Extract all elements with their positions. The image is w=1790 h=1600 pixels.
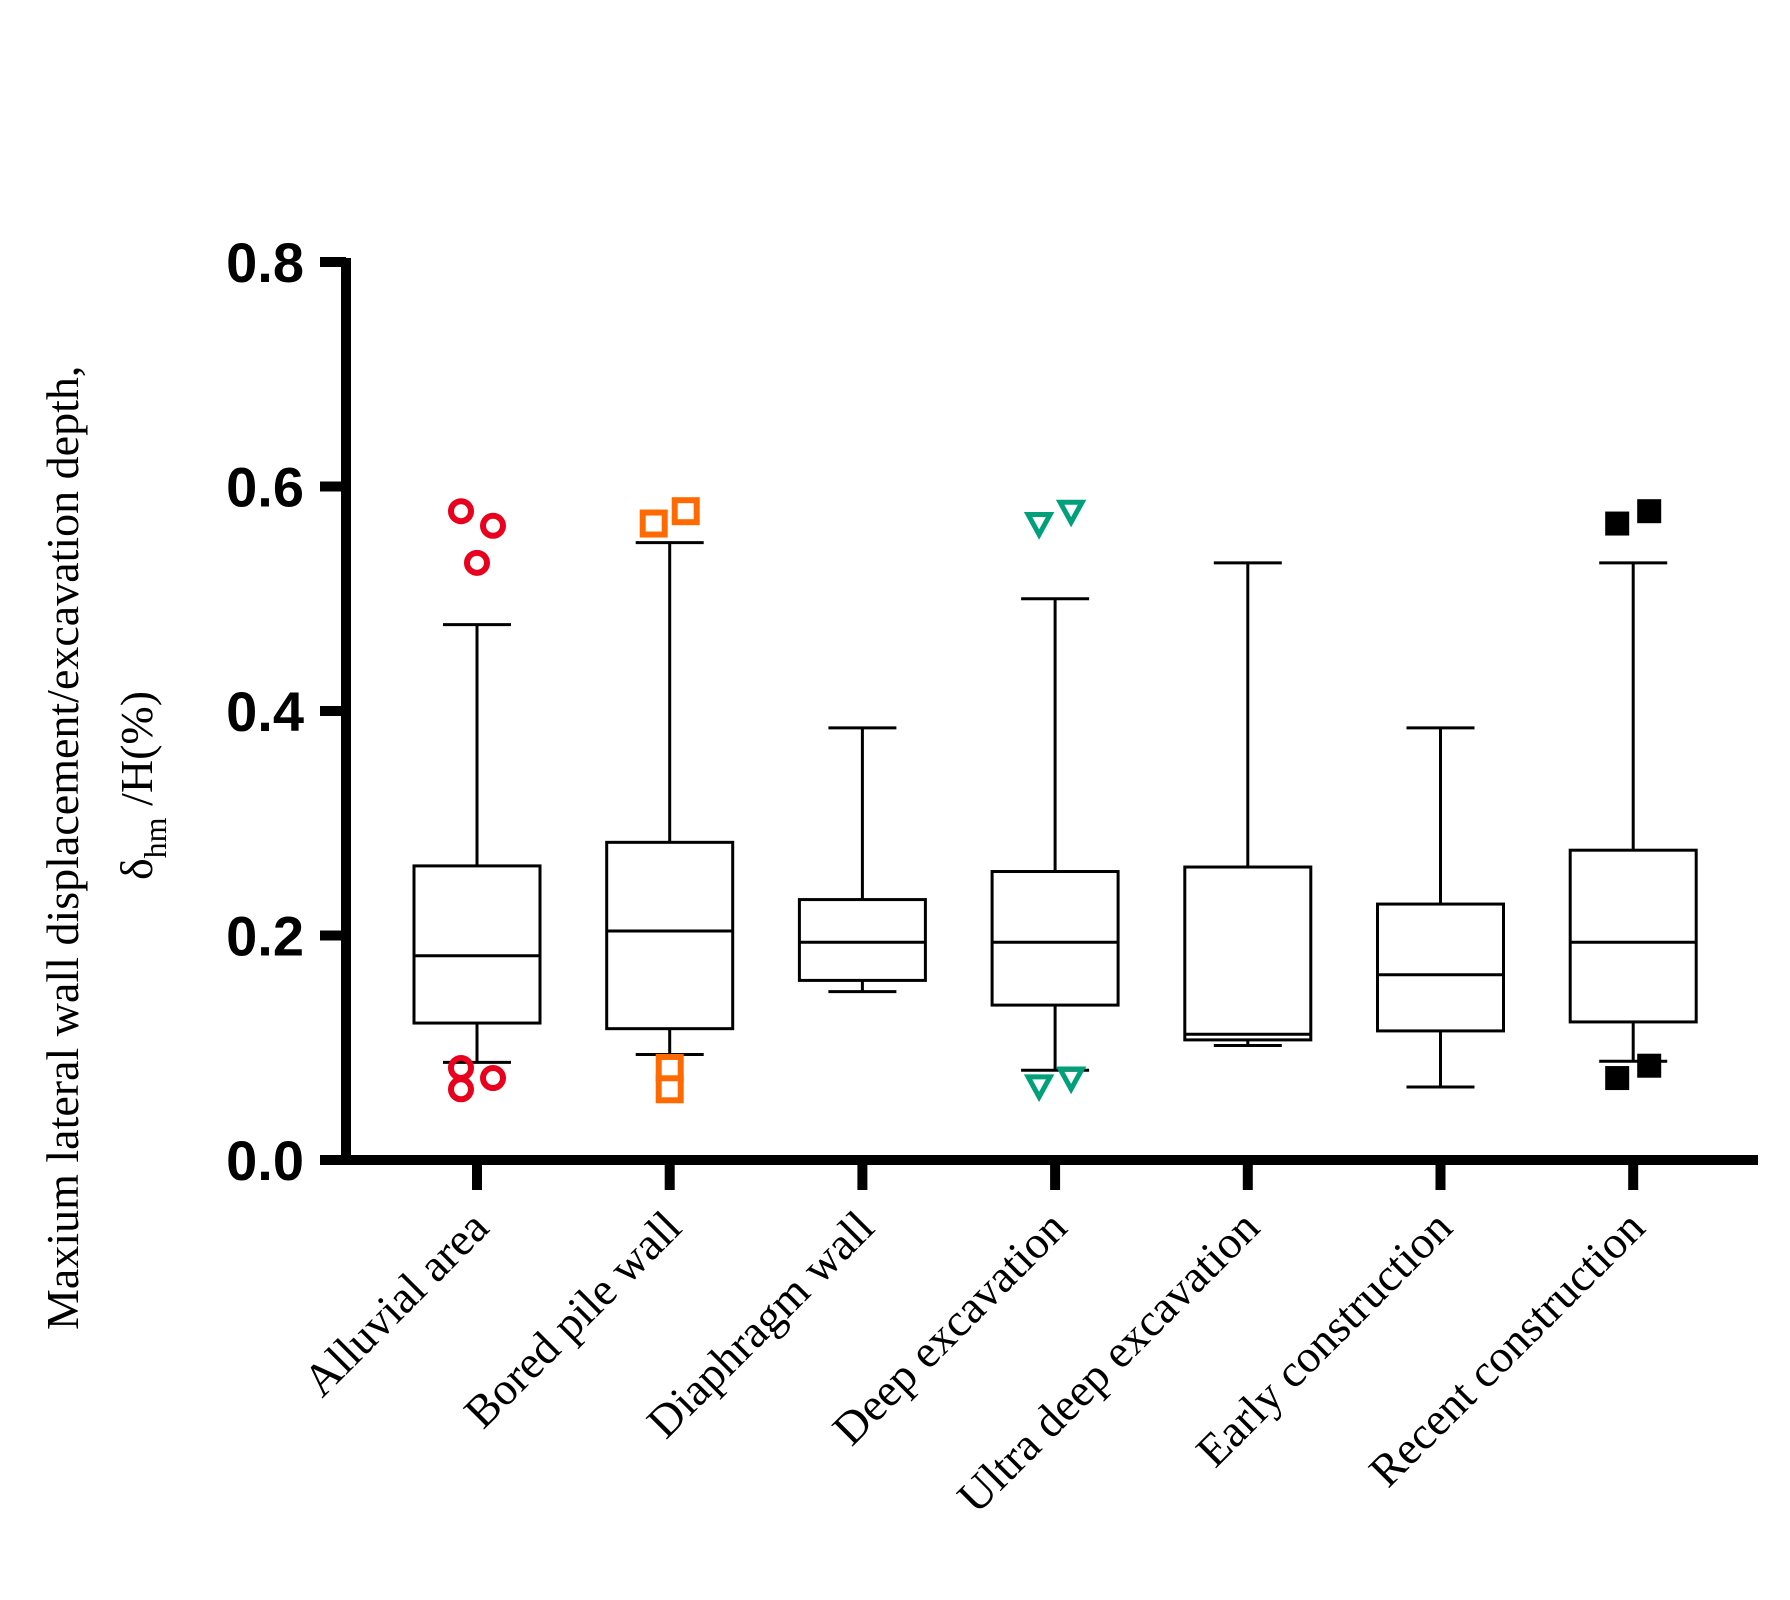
y-axis-label-line1: Maxium lateral wall displacement/excavat… [37, 366, 88, 1330]
y-tick-label: 0.0 [226, 1129, 304, 1192]
box-6 [1376, 726, 1505, 1089]
y-tick-label: 0.4 [226, 680, 304, 743]
outlier-point [448, 1076, 474, 1103]
boxes-layer [412, 541, 1698, 1089]
box-4 [990, 597, 1120, 1072]
x-tick-label: Alluvial area [293, 1201, 498, 1406]
outlier-point [1023, 1074, 1055, 1103]
y-axis-label: Maxium lateral wall displacement/excavat… [37, 366, 173, 1330]
iqr-box [797, 898, 927, 982]
y-tick-label: 0.2 [226, 905, 304, 968]
box-2 [605, 541, 735, 1056]
box-5 [1183, 561, 1313, 1048]
box-1 [412, 623, 542, 1064]
iqr-box [990, 870, 1120, 1007]
outlier-point [1055, 1066, 1087, 1095]
box-3 [797, 726, 927, 994]
outlier-point [1605, 511, 1630, 536]
iqr-box [1568, 848, 1698, 1024]
outlier-point [671, 497, 700, 526]
iqr-box [1183, 865, 1313, 1042]
iqr-box [1376, 902, 1505, 1033]
outlier-point [1605, 1066, 1630, 1091]
iqr-box [605, 840, 735, 1031]
outlier-point [480, 512, 506, 539]
iqr-box [412, 864, 542, 1025]
outlier-point [1023, 512, 1055, 540]
axes: 0.0 0.2 0.4 0.6 0.8 [226, 231, 1758, 1192]
outlier-point [448, 498, 474, 525]
outlier-point [1637, 499, 1662, 524]
box-7 [1568, 561, 1698, 1063]
outliers-layer [448, 497, 1662, 1104]
outlier-point [639, 509, 668, 538]
outlier-point [1637, 1053, 1662, 1078]
y-tick-label: 0.8 [226, 231, 304, 294]
outlier-point [655, 1075, 684, 1104]
outlier-point [480, 1065, 506, 1092]
outlier-point [464, 549, 490, 576]
outlier-point [448, 1054, 474, 1081]
y-axis-label-line2: δhm /H(%) [111, 691, 173, 880]
outlier-point [1055, 499, 1087, 528]
y-tick-label: 0.6 [226, 456, 304, 519]
